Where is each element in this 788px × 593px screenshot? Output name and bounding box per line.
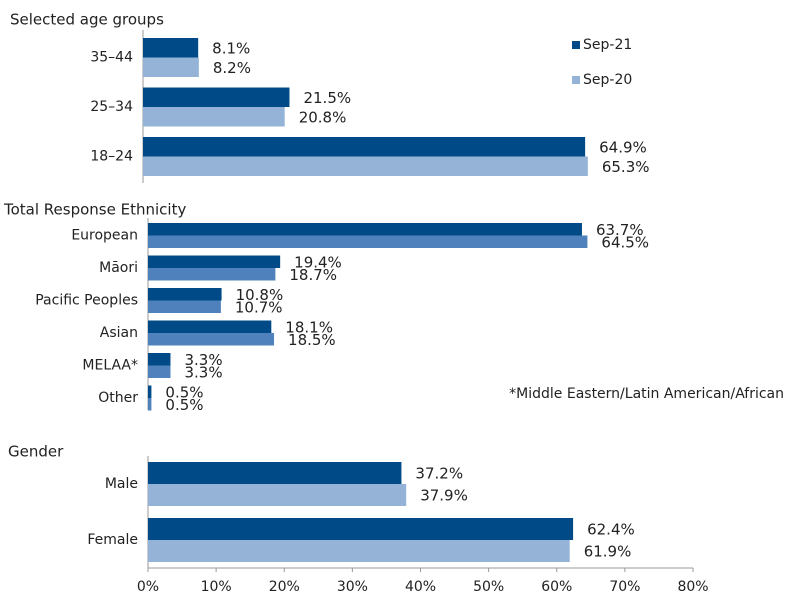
value-label: 64.5% <box>601 233 649 251</box>
value-label: 20.8% <box>299 108 347 126</box>
value-label: 62.4% <box>587 521 635 539</box>
bar <box>148 540 570 562</box>
bar <box>143 38 199 58</box>
legend-swatch <box>572 41 580 49</box>
value-label: 37.9% <box>420 487 468 505</box>
bar <box>148 288 222 301</box>
legend-swatch <box>572 76 580 84</box>
value-label: 18.1% <box>285 318 333 336</box>
x-tick-label: 80% <box>677 579 708 593</box>
panel-title: Total Response Ethnicity <box>3 201 186 219</box>
value-label: 65.3% <box>602 158 650 176</box>
bar <box>148 398 152 411</box>
annotation: *Middle Eastern/Latin American/African <box>509 386 784 402</box>
x-tick-label: 20% <box>269 579 300 593</box>
value-label: 3.3% <box>184 351 222 369</box>
value-label: 10.8% <box>236 286 284 304</box>
value-label: 64.9% <box>599 138 647 156</box>
bar <box>143 156 588 176</box>
bar <box>148 365 171 378</box>
value-label: 10.7% <box>235 298 283 316</box>
category-label: 35–44 <box>90 50 133 66</box>
category-label: Pacific Peoples <box>35 293 138 309</box>
panel-title: Selected age groups <box>10 11 164 29</box>
bar <box>148 484 407 506</box>
category-label: European <box>71 228 138 244</box>
bar <box>148 268 276 281</box>
x-tick-label: 30% <box>337 579 368 593</box>
bar <box>148 300 221 313</box>
bar <box>148 518 574 540</box>
x-tick-label: 50% <box>473 579 504 593</box>
category-label: Māori <box>99 260 138 276</box>
bar <box>143 137 586 157</box>
value-label: 21.5% <box>303 89 351 107</box>
category-label: Female <box>87 532 138 548</box>
value-label: 37.2% <box>415 465 463 483</box>
value-label: 8.2% <box>213 59 251 77</box>
value-label: 61.9% <box>584 543 632 561</box>
value-label: 0.5% <box>165 396 203 414</box>
value-label: 0.5% <box>165 383 203 401</box>
bar <box>148 320 272 333</box>
value-label: 63.7% <box>596 221 644 239</box>
category-label: 25–34 <box>90 99 133 115</box>
x-tick-label: 70% <box>609 579 640 593</box>
category-label: Asian <box>100 325 138 341</box>
value-label: 18.5% <box>288 331 336 349</box>
bar <box>148 385 152 398</box>
bar <box>143 107 285 127</box>
bar <box>148 235 588 248</box>
bar <box>148 223 582 236</box>
x-tick-label: 40% <box>405 579 436 593</box>
x-tick-label: 0% <box>137 579 159 593</box>
panel-title: Gender <box>8 443 64 461</box>
category-label: MELAA* <box>82 358 138 374</box>
legend-label: Sep-21 <box>583 37 632 53</box>
x-tick-label: 60% <box>541 579 572 593</box>
value-label: 8.1% <box>212 39 250 57</box>
bar <box>148 462 402 484</box>
x-tick-label: 10% <box>201 579 232 593</box>
bar <box>143 87 290 107</box>
bar <box>148 255 281 268</box>
legend-label: Sep-20 <box>583 72 632 88</box>
value-label: 19.4% <box>294 253 342 271</box>
category-label: Other <box>98 390 138 406</box>
value-label: 18.7% <box>289 266 337 284</box>
category-label: Male <box>105 476 138 492</box>
category-label: 18–24 <box>90 149 133 165</box>
value-label: 3.3% <box>184 363 222 381</box>
bar <box>148 353 171 366</box>
bar <box>143 57 199 77</box>
bar <box>148 333 275 346</box>
